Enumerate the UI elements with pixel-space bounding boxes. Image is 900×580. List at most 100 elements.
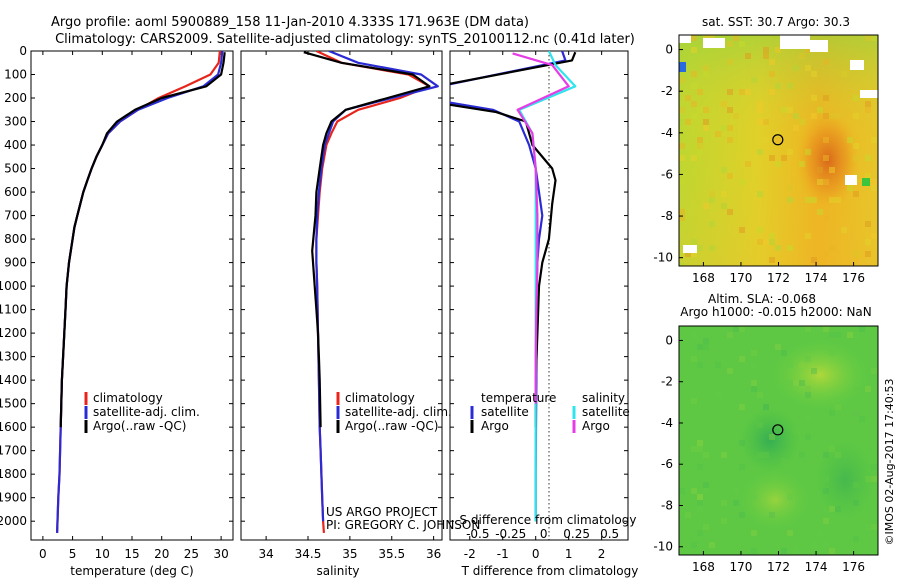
sla-cell — [739, 512, 745, 518]
x-tick-label: 0 — [39, 547, 47, 561]
sst-cell — [769, 59, 775, 65]
x-tick-label: -1 — [497, 547, 509, 561]
difference-axes-box — [449, 50, 629, 541]
sst-cell — [739, 89, 745, 95]
sla-cell — [835, 506, 841, 512]
sst-cell — [739, 179, 745, 185]
sst-cell — [727, 107, 733, 113]
sst-cell — [865, 155, 871, 161]
legend-label-climatology: climatology — [93, 391, 163, 405]
sst-cell — [805, 65, 811, 71]
figure-title-line2: Climatology: CARS2009. Satellite-adjuste… — [55, 32, 635, 47]
series-line-satellite-adj-clim — [56, 51, 224, 533]
x-tick-label: 36 — [426, 547, 441, 561]
sla-cell — [757, 452, 763, 458]
sla-cell — [703, 344, 709, 350]
depth-tick-label: 500 — [4, 162, 27, 176]
sst-cell — [865, 221, 871, 227]
legend-label-climatology: climatology — [345, 391, 415, 405]
sst-cell — [697, 143, 703, 149]
sst-cell — [865, 239, 871, 245]
sla-cell — [835, 470, 841, 476]
sla-cell — [787, 530, 793, 536]
legend-label-temp-satellite: satellite — [481, 405, 529, 419]
sla-cell — [751, 350, 757, 356]
sla-cell — [823, 476, 829, 482]
sla-cell — [823, 326, 829, 332]
sst-cell — [835, 113, 841, 119]
sst-cell — [817, 167, 823, 173]
sst-cell — [853, 251, 859, 257]
sla-cell — [757, 392, 763, 398]
sst-cell — [721, 167, 727, 173]
sla-cell — [721, 500, 727, 506]
sst-cell — [703, 119, 709, 125]
sla-cell — [787, 362, 793, 368]
difference-panel: -2 -1 0 1 2 -0.5 -0.25 0 0.25 0.5 T difference fr… — [449, 50, 638, 578]
map-lon-label: 174 — [805, 560, 828, 574]
sst-cell — [769, 155, 775, 161]
sst-cell — [709, 197, 715, 203]
sst-cell — [775, 161, 781, 167]
sst-cell — [862, 178, 870, 186]
sst-cell — [817, 209, 823, 215]
sst-cell — [865, 107, 871, 113]
map-lat-label: 0 — [665, 333, 673, 347]
sst-cell — [847, 185, 853, 191]
sst-map-ticks: 168 170 172 174 176 0 -2 -4 -6 -8 -10 — [653, 43, 865, 285]
sst-cell — [811, 113, 817, 119]
sla-cell — [715, 362, 721, 368]
temperature-legend: climatology satellite-adj. clim. Argo(..… — [84, 391, 200, 433]
credit-pi: PI: GREGORY C. JOHNSON — [326, 518, 480, 532]
sst-map-panel: sat. SST: 30.7 Argo: 30.3 168 170 172 174 17… — [653, 15, 879, 285]
sla-cell — [697, 494, 703, 500]
sla-cell — [739, 356, 745, 362]
sst-cell — [853, 95, 859, 101]
sla-cell — [691, 398, 697, 404]
sla-cell — [871, 476, 877, 482]
depth-tick-label: 1500 — [0, 397, 27, 411]
sla-cell — [859, 326, 865, 332]
sla-cell — [865, 386, 871, 392]
temperature-lines — [56, 51, 226, 533]
sst-cell — [769, 89, 775, 95]
sla-cell — [703, 482, 709, 488]
sst-cell — [763, 239, 769, 245]
map-lon-label: 172 — [767, 271, 790, 285]
sla-cell — [739, 464, 745, 470]
sla-cell — [763, 452, 769, 458]
map-lat-label: -2 — [661, 84, 673, 98]
series-line-salinity-argo — [512, 52, 570, 404]
sla-cell — [859, 416, 865, 422]
sst-cell — [697, 137, 703, 143]
sst-cell — [721, 125, 727, 131]
sst-cell — [757, 191, 763, 197]
sla-cell — [751, 362, 757, 368]
sla-cell — [817, 326, 823, 332]
sst-cell — [823, 215, 829, 221]
sla-cell — [697, 440, 703, 446]
sla-cell — [835, 404, 841, 410]
depth-tick-label: 1200 — [0, 326, 27, 340]
sla-cell — [829, 506, 835, 512]
sst-cell — [745, 161, 751, 167]
salinity-panel: 34 34.5 35 35.5 36 salinity climatology sate… — [240, 50, 480, 578]
depth-tick-label: 900 — [4, 256, 27, 270]
sla-low-region — [740, 408, 800, 472]
series-line-satellite-adj-clim — [315, 51, 439, 522]
map-lat-label: 0 — [665, 43, 673, 57]
sla-map-subtitle: Argo h1000: -0.015 h2000: NaN — [680, 305, 872, 319]
sla-cell — [781, 350, 787, 356]
sst-cell — [691, 155, 697, 161]
sst-cell — [703, 107, 709, 113]
sst-cell — [823, 179, 829, 185]
sst-missing-cell — [845, 175, 857, 185]
sst-cell — [787, 83, 793, 89]
sla-cell — [715, 392, 721, 398]
sst-missing-cell — [683, 245, 697, 253]
sla-cell — [739, 404, 745, 410]
sst-cell — [865, 173, 871, 179]
sst-cell — [829, 113, 835, 119]
depth-tick-label: 400 — [4, 138, 27, 152]
sst-cell — [691, 101, 697, 107]
